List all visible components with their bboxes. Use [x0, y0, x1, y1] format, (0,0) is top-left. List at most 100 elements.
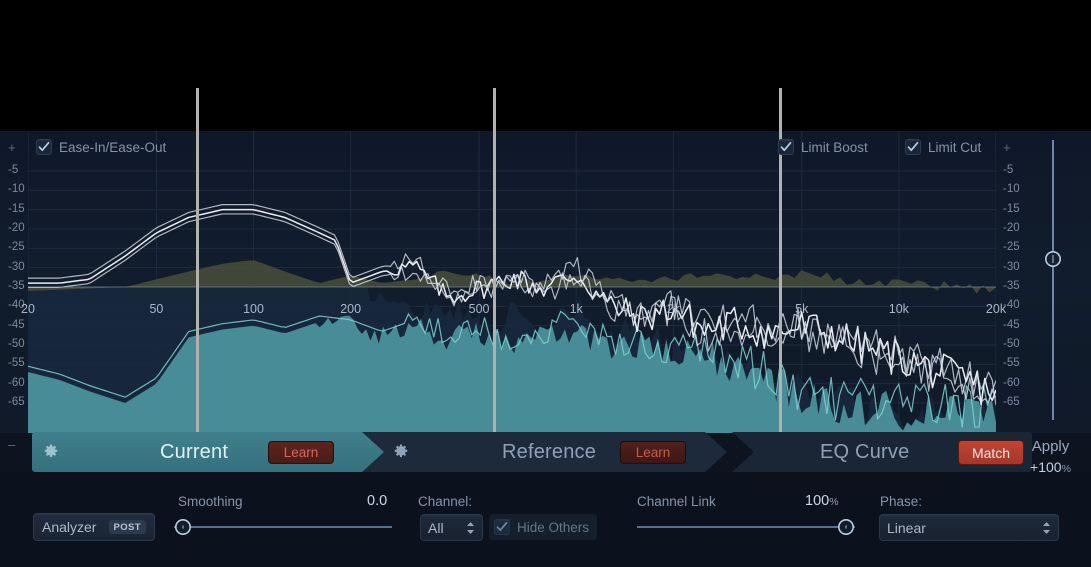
match-button[interactable]: Match	[958, 440, 1024, 465]
db-axis-right: +-5-10-15-20-25-30-35-40-45-50-55-60-65–	[1000, 131, 1028, 451]
stepper-icon[interactable]	[466, 521, 475, 535]
gain-fader-vertical[interactable]	[1042, 140, 1064, 430]
series-current-spectrum-fill	[28, 315, 996, 433]
db-tick-neg65: -65	[8, 396, 25, 408]
apply-label: Apply	[1031, 438, 1070, 455]
smoothing-track[interactable]	[174, 526, 392, 528]
db-axis-left: + -5 -10 -15 -20 -25 -30 -35 -40 -45 -50 -55 -60 -65 –	[0, 131, 28, 451]
db-tick-neg30: -30	[8, 260, 25, 273]
db-tick-neg40: -40	[8, 299, 25, 312]
knob-icon	[175, 519, 191, 535]
phase-select[interactable]: Linear	[879, 514, 1059, 541]
check-icon	[496, 521, 508, 532]
phase-label: Phase:	[880, 494, 923, 509]
tab-current[interactable]: Current Learn	[32, 432, 392, 472]
channel-link-track[interactable]	[637, 526, 855, 528]
channel-link-knob[interactable]	[837, 518, 855, 536]
db-tick-neg10: -10	[1003, 183, 1020, 196]
learn-button-current[interactable]: Learn	[268, 441, 334, 464]
db-tick-neg50: -50	[1003, 338, 1020, 350]
db-tick-neg60: -60	[8, 376, 25, 389]
channel-link-slider[interactable]	[637, 518, 855, 536]
db-tick-neg30: -30	[1003, 260, 1020, 273]
checkbox-label-limit-cut: Limit Cut	[928, 139, 982, 155]
channel-link-amount: 100	[805, 493, 830, 509]
checkbox-limit-cut[interactable]: Limit Cut	[905, 136, 981, 158]
stepper-icon[interactable]	[1042, 521, 1051, 535]
series-eq-curve-trace-3	[28, 213, 996, 404]
knob-icon	[1045, 251, 1061, 267]
gear-icon[interactable]	[392, 443, 410, 466]
chevron-up-down-icon	[467, 521, 474, 534]
apply-value[interactable]: +100%	[1010, 459, 1091, 475]
db-tick-neg10: -10	[8, 183, 25, 196]
db-tick-neg55: -55	[1003, 357, 1020, 370]
mode-tab-strip[interactable]: Current Learn Reference Learn EQ Curve M…	[32, 432, 1032, 472]
db-tick-neg25: -25	[8, 241, 25, 254]
db-tick-neg50: -50	[8, 338, 25, 350]
db-tick-neg55: -55	[8, 357, 25, 370]
analyzer-button[interactable]: Analyzer POST	[33, 513, 155, 541]
db-tick-+: +	[1003, 140, 1011, 155]
tab-reference[interactable]: Reference Learn	[362, 432, 727, 472]
db-tick-neg60: -60	[1003, 376, 1020, 389]
db-tick-neg5: -5	[1003, 164, 1014, 176]
db-tick-–: –	[8, 437, 16, 452]
smoothing-knob[interactable]	[174, 518, 192, 536]
apply-unit: %	[1061, 463, 1071, 475]
band-marker-3[interactable]	[779, 88, 783, 433]
db-tick-neg5: -5	[8, 164, 19, 176]
checkbox-ease-in-ease-out[interactable]: Ease-In/Ease-Out	[36, 136, 166, 158]
knob-icon	[838, 519, 854, 535]
smoothing-slider[interactable]	[174, 518, 392, 536]
fader-knob[interactable]	[1044, 250, 1062, 268]
chevron-up-down-icon	[1043, 521, 1050, 534]
channel-link-unit: %	[829, 496, 839, 508]
db-tick-neg65: -65	[1003, 396, 1020, 408]
series-matched-spectrum-fill	[28, 260, 996, 294]
smoothing-value[interactable]: 0.0	[367, 493, 388, 509]
analyzer-mode-badge[interactable]: POST	[108, 519, 146, 535]
db-tick-neg45: -45	[1003, 318, 1020, 331]
tab-label-eq-curve: EQ Curve	[820, 440, 910, 463]
db-tick-neg15: -15	[1003, 202, 1020, 215]
apply-readout[interactable]: Apply +100%	[1010, 438, 1091, 475]
band-marker-2[interactable]	[493, 88, 497, 433]
checkbox-box-limit-cut[interactable]	[905, 139, 921, 155]
checkbox-label-ease: Ease-In/Ease-Out	[59, 139, 167, 155]
db-tick-neg35: -35	[8, 280, 25, 292]
channel-link-value[interactable]: 100%	[805, 493, 839, 509]
checkbox-label-limit-boost: Limit Boost	[801, 139, 868, 155]
db-tick-neg35: -35	[1003, 280, 1020, 292]
check-icon	[780, 141, 792, 152]
db-tick-neg45: -45	[8, 318, 25, 331]
fader-track[interactable]	[1052, 140, 1054, 420]
db-tick-+: +	[8, 140, 16, 155]
series-current-spectrum-line	[28, 310, 996, 428]
gear-glyph	[44, 444, 58, 458]
checkbox-limit-boost[interactable]: Limit Boost	[778, 136, 868, 158]
check-icon	[907, 141, 919, 152]
plot-area[interactable]	[28, 131, 996, 433]
channel-label: Channel:	[418, 494, 473, 509]
checkbox-label-hide-others: Hide Others	[517, 519, 590, 535]
channel-select[interactable]: All	[420, 514, 483, 541]
checkbox-hide-others[interactable]: Hide Others	[489, 514, 598, 540]
band-marker-1[interactable]	[195, 88, 199, 433]
top-black-bar	[0, 0, 1091, 131]
checkbox-box-limit-boost[interactable]	[778, 139, 794, 155]
db-tick-neg20: -20	[1003, 222, 1020, 234]
checkbox-box-hide-others[interactable]	[494, 519, 510, 535]
channel-link-label: Channel Link	[637, 494, 716, 509]
tab-eq-curve[interactable]: EQ Curve Match	[732, 432, 1032, 472]
checkbox-box-ease[interactable]	[36, 139, 52, 155]
gear-glyph	[394, 444, 408, 458]
db-tick-neg40: -40	[1003, 299, 1020, 312]
analyzer-label: Analyzer	[42, 519, 97, 535]
apply-amount: +100	[1030, 459, 1062, 475]
channel-value: All	[428, 519, 444, 536]
spectrum-analyzer-graph[interactable]	[0, 131, 1091, 433]
gear-icon[interactable]	[42, 443, 60, 466]
learn-button-reference[interactable]: Learn	[620, 441, 686, 464]
